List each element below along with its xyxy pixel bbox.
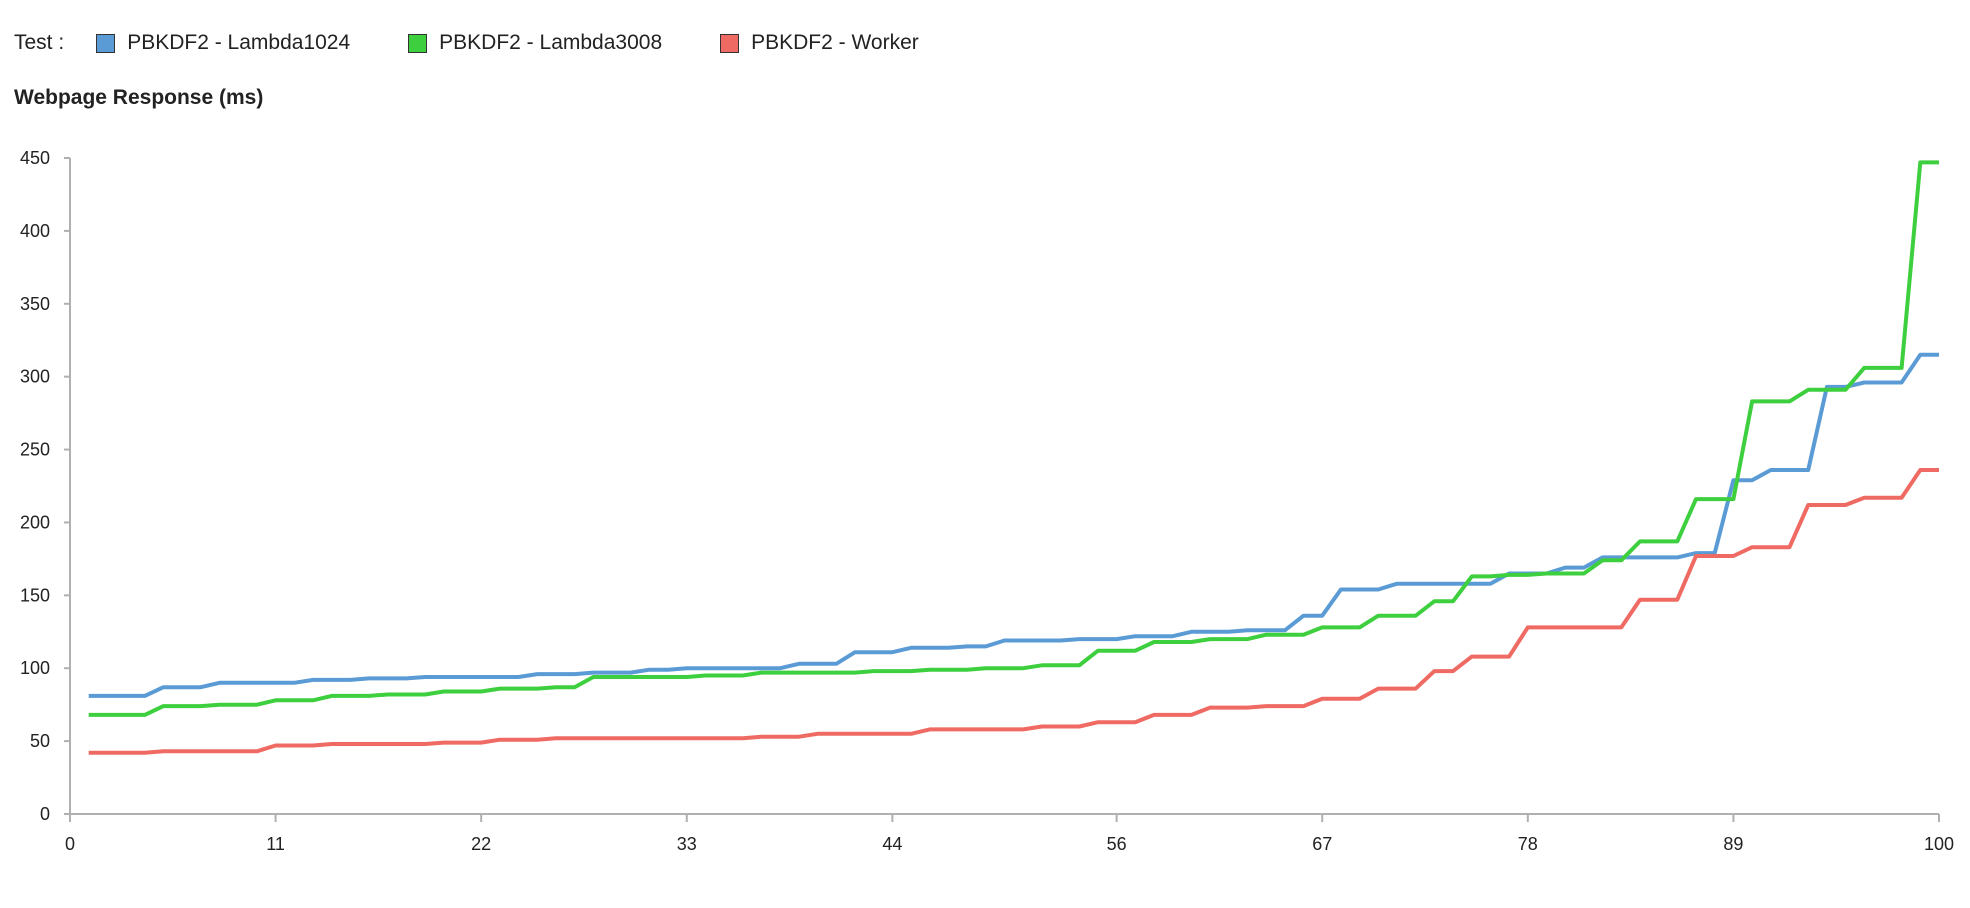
y-tick-label: 150 (20, 585, 50, 605)
y-tick-label: 450 (20, 148, 50, 168)
chart-series (88, 160, 1939, 755)
x-tick-label: 44 (882, 834, 902, 854)
chart-legend: Test : PBKDF2 - Lambda1024 PBKDF2 - Lamb… (14, 28, 977, 58)
series-line-lambda1024 (88, 352, 1939, 698)
chart-axes: 0 50 100 150 200 250 300 350 400 450 0 11 22 33 44 56 67… (20, 148, 1954, 854)
x-tick-label: 67 (1312, 834, 1332, 854)
chart-title: Webpage Response (ms) (14, 86, 264, 109)
x-tick-label: 89 (1723, 834, 1743, 854)
y-tick-label: 300 (20, 367, 50, 387)
legend-item-lambda1024[interactable]: PBKDF2 - Lambda1024 (96, 31, 350, 55)
legend-swatch-worker (720, 33, 740, 53)
y-tick-label: 200 (20, 512, 50, 532)
y-tick-label: 50 (30, 731, 50, 751)
legend-label-lambda1024: PBKDF2 - Lambda1024 (127, 31, 351, 54)
legend-prefix: Test : (14, 31, 65, 54)
x-tick-label: 100 (1924, 834, 1954, 854)
x-tick-label: 22 (471, 834, 491, 854)
x-tick-label: 78 (1518, 834, 1538, 854)
legend-swatch-lambda1024 (96, 33, 116, 53)
x-tick-label: 56 (1107, 834, 1127, 854)
series-line-worker (88, 468, 1939, 755)
legend-swatch-lambda3008 (408, 33, 428, 53)
legend-label-lambda3008: PBKDF2 - Lambda3008 (439, 31, 663, 54)
y-tick-label: 400 (20, 221, 50, 241)
x-tick-label: 11 (266, 834, 285, 854)
legend-label-worker: PBKDF2 - Worker (751, 31, 919, 54)
x-tick-label: 33 (677, 834, 697, 854)
series-line-lambda3008 (88, 160, 1939, 717)
legend-item-lambda3008[interactable]: PBKDF2 - Lambda3008 (408, 31, 662, 55)
x-tick-label: 0 (65, 834, 75, 854)
legend-item-worker[interactable]: PBKDF2 - Worker (720, 31, 919, 55)
y-tick-label: 0 (40, 804, 50, 824)
y-tick-label: 250 (20, 440, 50, 460)
y-tick-label: 350 (20, 294, 50, 314)
y-tick-label: 100 (20, 658, 50, 678)
